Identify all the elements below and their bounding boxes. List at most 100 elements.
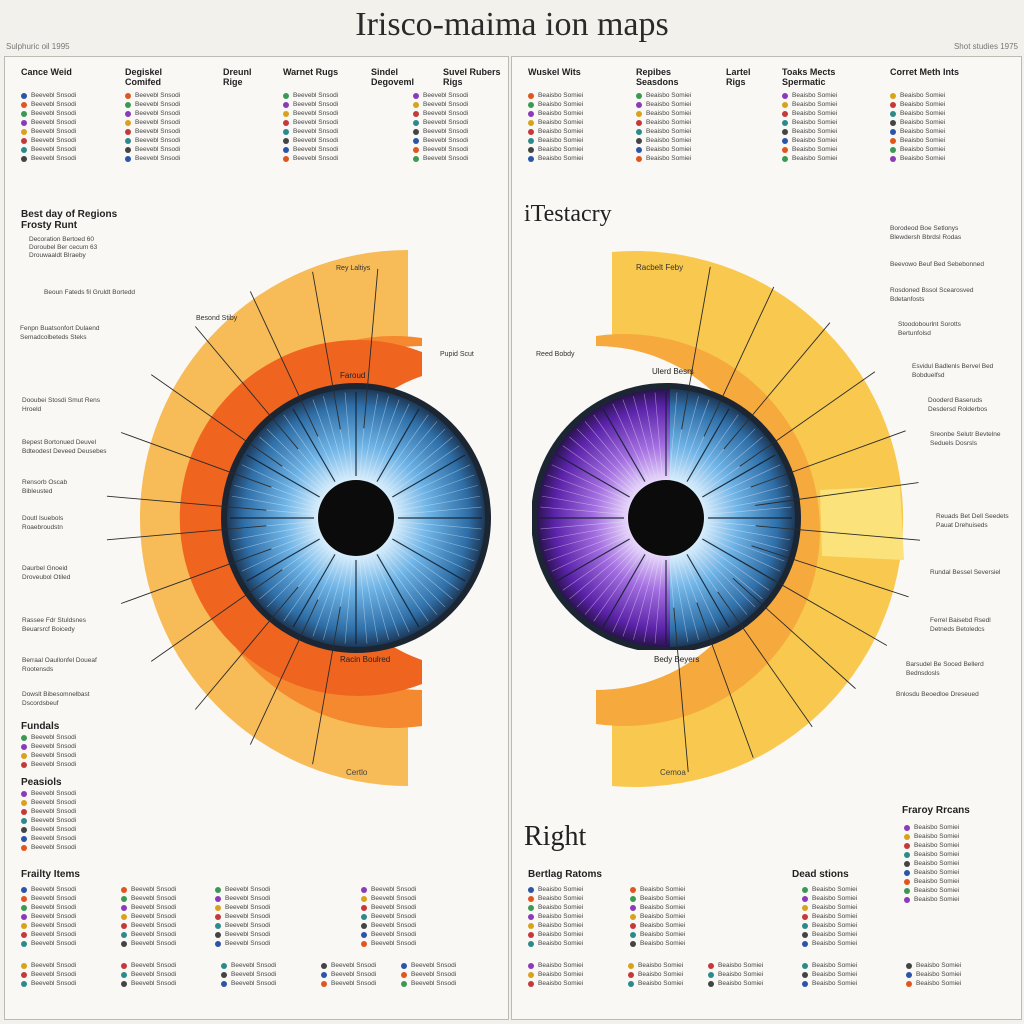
legend-text: Beaisbo Somiei: [640, 940, 686, 947]
legend-row: Beaisbo Somiei: [890, 91, 945, 100]
legend-dot-icon: [361, 931, 367, 938]
legend-dot-icon: [528, 101, 534, 108]
iris-fiber: [396, 528, 478, 551]
left-pupil: [318, 480, 394, 556]
leader-line: [743, 562, 888, 646]
left-fundals-title: Fundals: [21, 721, 60, 732]
iris-fiber: [593, 552, 643, 622]
legend-dot-icon: [802, 971, 808, 978]
legend-dot-icon: [125, 128, 131, 135]
legend-text: Beevebl Snsodi: [293, 110, 339, 117]
iris-fiber: [593, 414, 643, 484]
legend-row: Beaisbo Somiei: [528, 939, 583, 948]
iris-fiber: [234, 485, 316, 508]
legend-text: Beevebl Snsodi: [31, 137, 77, 144]
legend-dot-icon: [802, 940, 808, 947]
legend-text: Beaisbo Somiei: [538, 962, 584, 969]
iris-fiber: [390, 541, 460, 591]
leader-line: [312, 606, 341, 765]
legend-dot-icon: [528, 128, 534, 135]
legend-dot-icon: [21, 808, 27, 815]
legend-row: Beaisbo Somiei: [782, 109, 837, 118]
legend-dot-icon: [21, 110, 27, 117]
legend-row: Beevebl Snsodi: [125, 109, 180, 118]
iris-fiber: [362, 559, 379, 643]
legend-dot-icon: [125, 92, 131, 99]
legend-dot-icon: [528, 962, 534, 969]
iris-fiber: [697, 544, 763, 600]
legend-dot-icon: [413, 146, 419, 153]
legend-dot-icon: [708, 980, 714, 987]
legend-dot-icon: [215, 913, 221, 920]
legend-text: Beevebl Snsodi: [293, 128, 339, 135]
legend-dot-icon: [21, 137, 27, 144]
legend-row: Beevebl Snsodi: [21, 816, 76, 825]
leader-line: [120, 548, 272, 604]
legend-dot-icon: [221, 962, 227, 969]
legend-row: Beaisbo Somiei: [890, 109, 945, 118]
legend-row: Beaisbo Somiei: [636, 118, 691, 127]
legend-text: Beaisbo Somiei: [916, 962, 962, 969]
legend-dot-icon: [890, 119, 896, 126]
legend-dot-icon: [528, 931, 534, 938]
iris-fiber: [562, 541, 632, 591]
right-iris-map: Racbelt Feby Reed Bobdy Ulerd Besrs Bedy…: [532, 251, 921, 787]
legend-row: Beevebl Snsodi: [413, 91, 468, 100]
iris-fiber: [643, 393, 660, 477]
iris-fiber: [547, 474, 627, 504]
iris-fiber: [703, 464, 781, 501]
legend-row: Beevebl Snsodi: [321, 961, 376, 970]
left-bottom-col-5: Beevebl Snsodi Beevebl Snsodi Beevebl Snso…: [21, 961, 76, 988]
page-title: Irisco-maima ion maps: [355, 6, 669, 43]
right-frailty-title: Fraroy Rrcans: [902, 805, 970, 816]
legend-dot-icon: [628, 971, 634, 978]
legend-dot-icon: [125, 119, 131, 126]
legend-dot-icon: [283, 128, 289, 135]
legend-dot-icon: [361, 922, 367, 929]
right-callout-12: Bnlosdu Beoedloe Dreseued: [896, 691, 979, 698]
legend-text: Beaisbo Somiei: [638, 962, 684, 969]
legend-text: Beaisbo Somiei: [646, 128, 692, 135]
legend-text: Beaisbo Somiei: [646, 110, 692, 117]
corner-note-left: Sulphuric oil 1995: [6, 42, 70, 51]
right-callout-9: Rundal Bessel Seversiel: [930, 569, 1001, 576]
legend-text: Beevebl Snsodi: [31, 101, 77, 108]
legend-text: Beaisbo Somiei: [538, 913, 584, 920]
legend-text: Beevebl Snsodi: [411, 980, 457, 987]
legend-text: Beevebl Snsodi: [423, 119, 469, 126]
legend-row: Beevebl Snsodi: [413, 136, 468, 145]
legend-row: Beevebl Snsodi: [321, 979, 376, 988]
iris-fiber: [359, 559, 368, 644]
legend-row: Beaisbo Somiei: [802, 885, 857, 894]
corner-note-right: Shot studies 1975: [953, 42, 1018, 51]
legend-text: Beaisbo Somiei: [792, 146, 838, 153]
iris-fiber: [382, 549, 438, 615]
legend-row: Beevebl Snsodi: [125, 118, 180, 127]
legend-text: Beaisbo Somiei: [718, 971, 764, 978]
legend-text: Beevebl Snsodi: [31, 110, 77, 117]
right-callout-6: Dooderd Baseruds Desdersd Rolderbos: [928, 397, 988, 413]
iris-fiber: [370, 557, 400, 637]
legend-text: Beevebl Snsodi: [31, 980, 77, 987]
right-dead-title: Dead stions: [792, 869, 849, 880]
legend-row: Beaisbo Somiei: [782, 100, 837, 109]
legend-row: Beaisbo Somiei: [630, 885, 685, 894]
legend-text: Beaisbo Somiei: [792, 137, 838, 144]
iris-fiber: [385, 547, 446, 608]
left-header-2: Degiskel Comifed: [125, 67, 163, 87]
legend-row: Beaisbo Somiei: [890, 145, 945, 154]
leader-line: [249, 599, 319, 745]
right-legend-col-4: Beaisbo Somiei Beaisbo Somiei Beaisbo Somi…: [890, 91, 945, 163]
legend-dot-icon: [636, 92, 642, 99]
legend-text: Beevebl Snsodi: [131, 980, 177, 987]
legend-dot-icon: [782, 128, 788, 135]
legend-text: Beaisbo Somiei: [812, 940, 858, 947]
legend-text: Beaisbo Somiei: [646, 119, 692, 126]
right-header-4: Toaks Mects Spermatic: [782, 67, 836, 87]
legend-dot-icon: [21, 119, 27, 126]
legend-dot-icon: [636, 137, 642, 144]
legend-dot-icon: [802, 895, 808, 902]
iris-fiber: [686, 408, 730, 482]
right-frailty-list: Beaisbo Somiei Beaisbo Somiei Beaisbo Somi…: [904, 823, 959, 904]
left-peasion-list: Beevebl Snsodi Beevebl Snsodi Beevebl Snso…: [21, 789, 76, 852]
